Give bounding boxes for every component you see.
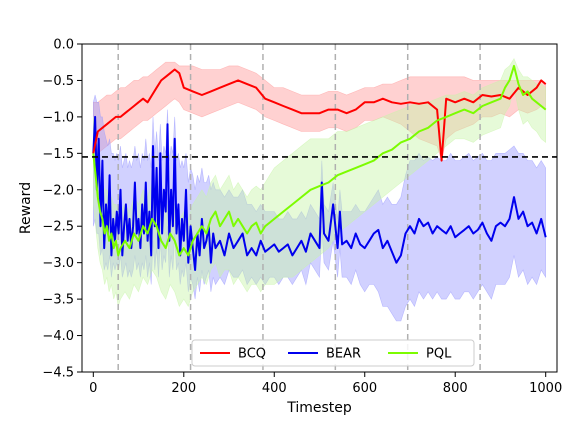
legend-label-pql: PQL — [426, 347, 452, 362]
x-axis-label: Timestep — [286, 400, 352, 416]
band-bear — [93, 94, 547, 322]
y-axis-ticks: −4.5 −4.0 −3.5 −3.0 −2.5 −2.0 −1.5 −1.0 −0.5 0.0 — [42, 38, 82, 381]
segment-divider-lines — [117, 44, 481, 372]
x-axis-ticks: 0 200 400 600 800 1000 — [89, 372, 562, 396]
y-tick-label: 0.0 — [53, 38, 74, 53]
legend-label-bcq: BCQ — [238, 347, 266, 362]
y-tick-label: −4.5 — [42, 366, 74, 381]
x-tick-label: 0 — [89, 381, 97, 396]
line-bear — [92, 115, 547, 271]
y-tick-label: −2.0 — [42, 183, 74, 198]
y-tick-label: −1.0 — [42, 110, 74, 125]
confidence-bands — [93, 57, 547, 322]
band-pql — [93, 57, 547, 308]
x-tick-label: 600 — [352, 381, 377, 396]
plot-frame — [81, 43, 558, 373]
x-tick-label: 800 — [443, 381, 468, 396]
legend: BCQ BEAR PQL — [191, 339, 475, 367]
x-tick-label: 1000 — [529, 381, 562, 396]
legend-box — [191, 339, 475, 367]
y-tick-label: −1.5 — [42, 147, 74, 162]
y-tick-label: −3.0 — [42, 256, 74, 271]
y-tick-label: −2.5 — [42, 220, 74, 235]
y-tick-label: −0.5 — [42, 74, 74, 89]
x-tick-label: 200 — [171, 381, 196, 396]
legend-label-bear: BEAR — [326, 347, 361, 362]
series-lines — [92, 64, 547, 271]
y-tick-label: −4.0 — [42, 329, 74, 344]
line-bcq — [92, 68, 547, 162]
y-axis-label: Reward — [18, 182, 34, 234]
x-tick-label: 400 — [262, 381, 287, 396]
y-tick-label: −3.5 — [42, 293, 74, 308]
line-pql — [92, 64, 547, 257]
